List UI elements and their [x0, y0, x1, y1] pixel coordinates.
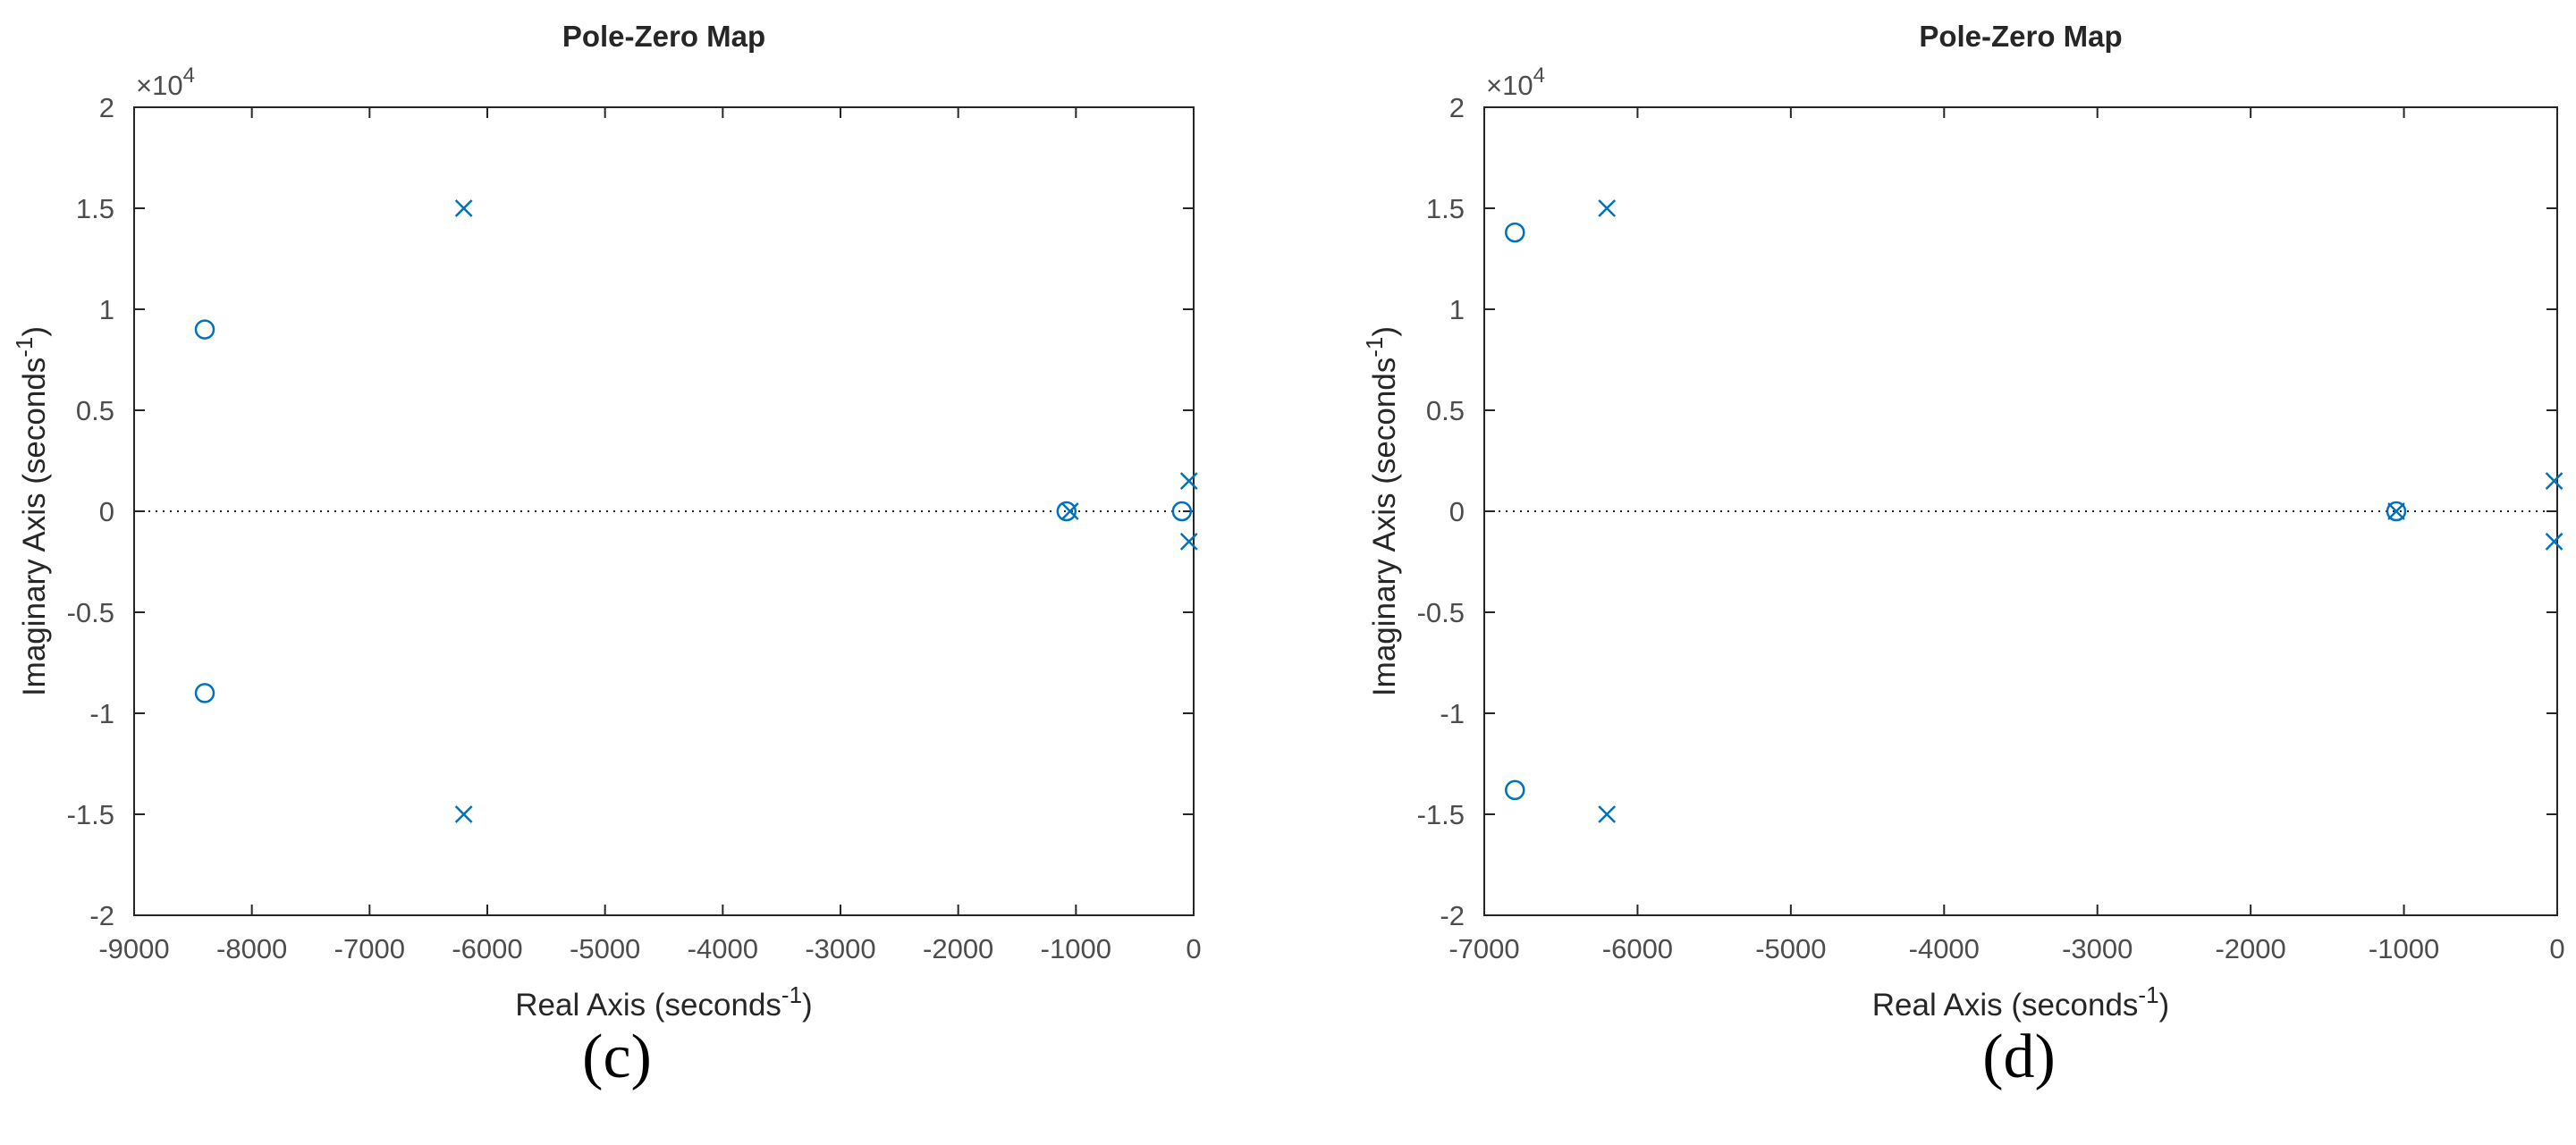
x-tick-label: -3000 [805, 933, 875, 964]
x-tick-label: -4000 [1909, 933, 1980, 964]
x-tick-label: -5000 [1755, 933, 1826, 964]
y-tick-label: -0.5 [1417, 597, 1465, 628]
y-axis-label: Imaginary Axis (seconds-1) [1361, 326, 1402, 696]
y-tick-label: -1 [1440, 698, 1465, 729]
pole-marker-stroke [1598, 805, 1617, 823]
y-axis-label: Imaginary Axis (seconds-1) [11, 326, 52, 696]
x-axis-label: Real Axis (seconds-1) [1872, 981, 2169, 1023]
pole-marker [454, 805, 473, 823]
y-tick-label: 2 [99, 92, 114, 123]
x-tick-label: -5000 [570, 933, 640, 964]
pole-marker [1598, 199, 1617, 217]
y-tick-label: 0 [1449, 496, 1465, 527]
y-tick-label: 1.5 [1426, 193, 1465, 224]
panel-caption: (c) [582, 1023, 652, 1091]
pole-marker [454, 199, 473, 217]
y-tick-label: 1 [99, 294, 114, 325]
y-tick-label: 0.5 [76, 395, 114, 426]
zero-marker [194, 683, 215, 703]
pole-marker-stroke [1179, 533, 1198, 551]
y-tick-label: -2 [1440, 900, 1465, 931]
zero-marker [194, 319, 215, 340]
zero-marker [2386, 501, 2407, 522]
pole-marker-stroke [1598, 199, 1617, 217]
pole-marker [1060, 502, 1079, 520]
pole-marker-stroke [2387, 502, 2405, 520]
y-tick-label: -1.5 [1417, 799, 1465, 830]
zero-marker [1171, 501, 1193, 522]
pole-marker-stroke [2545, 533, 2563, 551]
pole-marker-stroke [454, 805, 473, 823]
x-tick-label: -6000 [452, 933, 522, 964]
x-tick-label: -2000 [2215, 933, 2285, 964]
x-tick-label: -1000 [1041, 933, 1111, 964]
y-tick-label: -2 [89, 900, 114, 931]
y-tick-label: 1 [1449, 294, 1465, 325]
x-tick-label: -4000 [688, 933, 758, 964]
y-exponent-label: ×104 [136, 63, 195, 101]
pole-marker [1598, 805, 1617, 823]
y-exponent-label: ×104 [1486, 63, 1545, 101]
x-tick-label: 0 [2549, 933, 2564, 964]
panel-c: -9000 -8000 -7000 -6000 -5000 -4000 -3000 -2000… [11, 20, 1202, 1091]
x-tick-label: -2000 [923, 933, 993, 964]
x-tick-label: -8000 [216, 933, 287, 964]
x-tick-label: -9000 [98, 933, 169, 964]
panel-caption: (d) [1982, 1023, 2056, 1091]
y-tick-label: -1.5 [67, 799, 114, 830]
y-tick-label: -0.5 [67, 597, 114, 628]
pole-marker-stroke [454, 199, 473, 217]
y-tick-label: 1.5 [76, 193, 114, 224]
pole-marker [1179, 472, 1198, 490]
pole-marker-stroke [1060, 502, 1079, 520]
y-tick-label: -1 [89, 698, 114, 729]
pole-marker [2387, 502, 2405, 520]
x-tick-label: -1000 [2369, 933, 2439, 964]
pole-marker-stroke [2545, 472, 2563, 490]
y-tick-label: 0.5 [1426, 395, 1465, 426]
panel-d: -7000 -6000 -5000 -4000 -3000 -2000 -1000 0 -2 -1… [1361, 20, 2565, 1091]
x-axis-label: Real Axis (seconds-1) [515, 981, 812, 1023]
chart-title: Pole-Zero Map [1919, 20, 2122, 53]
y-tick-label: 0 [99, 496, 114, 527]
chart-title: Pole-Zero Map [562, 20, 765, 53]
zero-marker [1505, 222, 1525, 243]
x-tick-label: -6000 [1602, 933, 1673, 964]
x-tick-label: 0 [1186, 933, 1201, 964]
x-tick-label: -3000 [2062, 933, 2133, 964]
zero-marker [1505, 779, 1525, 801]
y-tick-label: 2 [1449, 92, 1465, 123]
pole-marker-stroke [1179, 472, 1198, 490]
x-tick-label: -7000 [334, 933, 405, 964]
pole-marker [1179, 533, 1198, 551]
pole-marker [2545, 533, 2563, 551]
pole-marker [2545, 472, 2563, 490]
zero-marker [1056, 501, 1077, 522]
x-tick-label: -7000 [1448, 933, 1519, 964]
